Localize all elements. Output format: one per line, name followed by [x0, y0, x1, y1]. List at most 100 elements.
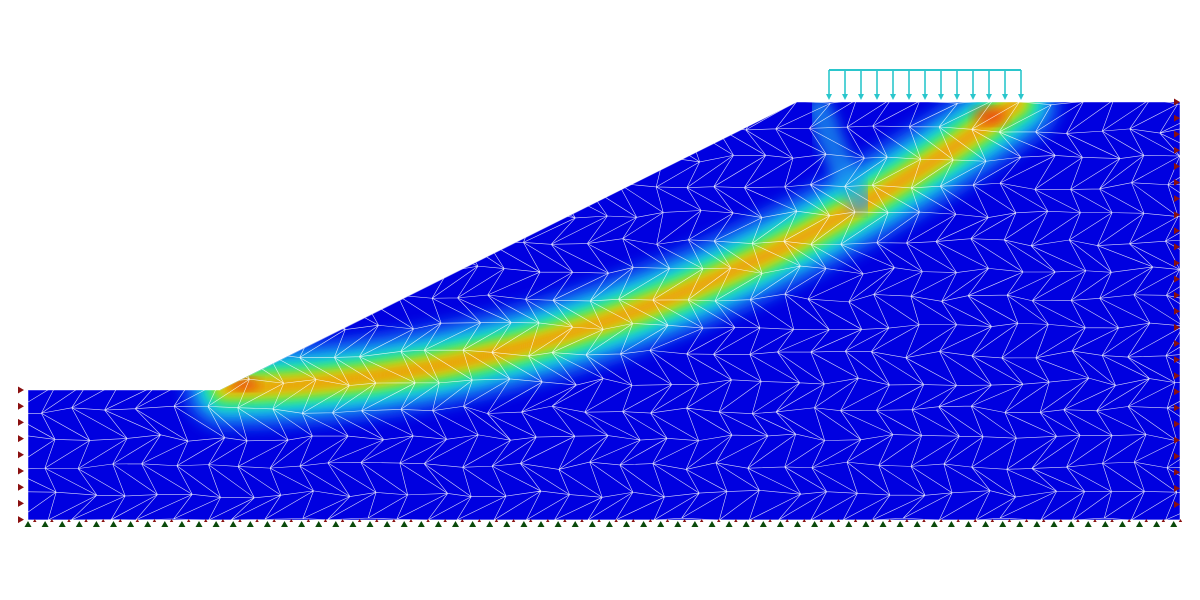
bottom-roller-mark	[50, 519, 54, 522]
bottom-roller-mark	[597, 519, 601, 522]
bottom-roller-mark	[477, 519, 482, 522]
bottom-roller-mark	[682, 519, 687, 522]
bottom-pin-support	[896, 521, 904, 527]
bottom-pin-support	[947, 521, 955, 527]
bottom-roller-mark	[699, 519, 704, 522]
right-roller-support	[1174, 98, 1180, 106]
right-roller-support	[1174, 420, 1180, 428]
bottom-roller-mark	[768, 519, 772, 522]
bottom-pin-support	[640, 521, 648, 527]
bottom-roller-mark	[33, 519, 37, 522]
bottom-pin-support	[1153, 521, 1161, 527]
bottom-pin-support	[400, 521, 408, 527]
right-roller-support	[1174, 291, 1180, 299]
right-roller-support	[1174, 388, 1180, 396]
shear-band-contours	[181, 102, 1062, 432]
left-roller-support	[18, 483, 24, 491]
right-roller-support	[1174, 130, 1180, 138]
bottom-roller-mark	[905, 519, 909, 522]
right-roller-support	[1174, 452, 1180, 460]
bottom-roller-mark	[614, 519, 618, 522]
bottom-pin-support	[41, 521, 49, 527]
bottom-pin-support	[110, 521, 117, 527]
bottom-pin-support	[776, 521, 784, 527]
bottom-roller-mark	[84, 519, 88, 522]
bottom-roller-mark	[152, 519, 157, 522]
bottom-pin-support	[520, 521, 528, 527]
left-roller-support	[18, 499, 24, 507]
bottom-roller-mark	[443, 519, 447, 522]
bottom-pin-support	[691, 521, 699, 527]
bottom-roller-mark	[546, 519, 550, 522]
bottom-pin-support	[144, 521, 152, 527]
bottom-pin-support	[845, 521, 853, 527]
bottom-pin-support	[417, 521, 425, 527]
bottom-roller-mark	[221, 519, 225, 522]
right-roller-support	[1174, 259, 1180, 267]
bottom-roller-mark	[494, 519, 499, 522]
bottom-pin-support	[965, 521, 972, 527]
bottom-roller-mark	[357, 519, 362, 522]
bottom-pin-support	[571, 521, 579, 527]
right-roller-support	[1174, 275, 1180, 283]
bottom-pin-support	[982, 521, 990, 527]
bottom-pin-support	[708, 521, 716, 527]
bottom-roller-mark	[528, 519, 533, 522]
bottom-roller-mark	[255, 519, 259, 522]
bottom-pin-support	[537, 521, 545, 527]
bottom-roller-mark	[853, 519, 858, 522]
right-roller-support	[1174, 307, 1180, 315]
bottom-roller-mark	[870, 519, 875, 522]
right-roller-support	[1174, 484, 1180, 492]
bottom-pin-support	[879, 521, 887, 527]
load-arrow-head	[922, 94, 928, 100]
shear-band-level-9	[223, 102, 1020, 390]
load-arrow-head	[938, 94, 944, 100]
bottom-roller-mark	[306, 519, 311, 522]
right-roller-support	[1174, 468, 1180, 476]
right-roller-support	[1174, 195, 1180, 203]
bottom-roller-mark	[118, 519, 122, 522]
bottom-roller-mark	[1127, 519, 1131, 522]
bottom-pin-support	[794, 521, 801, 527]
bottom-pin-support	[1118, 521, 1126, 527]
bottom-roller-mark	[1024, 519, 1029, 522]
bottom-pin-support	[742, 521, 750, 527]
bottom-roller-mark	[990, 519, 995, 522]
bottom-roller-mark	[939, 519, 943, 522]
bottom-roller-mark	[511, 519, 516, 522]
bottom-roller-mark	[1110, 519, 1114, 522]
bottom-pin-support	[127, 521, 135, 527]
bottom-pin-support	[212, 521, 220, 527]
bottom-pin-support	[161, 521, 169, 527]
bottom-pin-support	[657, 521, 665, 527]
bottom-roller-mark	[785, 519, 789, 522]
load-arrow-head	[826, 94, 832, 100]
left-roller-support	[18, 467, 24, 475]
right-roller-supports	[1174, 98, 1180, 508]
bottom-roller-mark	[717, 519, 721, 522]
bottom-pin-support	[503, 521, 511, 527]
bottom-pin-support	[1067, 521, 1075, 527]
bottom-pin-support	[605, 521, 613, 527]
bottom-pin-support	[1016, 521, 1024, 527]
bottom-roller-mark	[289, 519, 293, 522]
left-roller-supports	[18, 386, 24, 524]
bottom-roller-mark	[238, 519, 242, 522]
bottom-pin-support	[1033, 521, 1041, 527]
load-arrow-head	[874, 94, 880, 100]
bottom-pin-support	[298, 521, 306, 527]
bottom-pin-support	[263, 521, 271, 527]
bottom-pin-support	[229, 521, 237, 527]
bottom-roller-mark	[973, 519, 977, 522]
bottom-roller-mark	[563, 519, 567, 522]
bottom-roller-mark	[460, 519, 464, 522]
bottom-pin-support	[434, 521, 442, 527]
right-roller-support	[1174, 323, 1180, 331]
bottom-roller-mark	[101, 519, 105, 522]
bottom-pin-support	[930, 521, 938, 527]
bottom-roller-mark	[1144, 519, 1148, 522]
bottom-pin-support	[811, 521, 819, 527]
bottom-pin-support	[469, 521, 477, 527]
bottom-roller-mark	[409, 519, 413, 522]
